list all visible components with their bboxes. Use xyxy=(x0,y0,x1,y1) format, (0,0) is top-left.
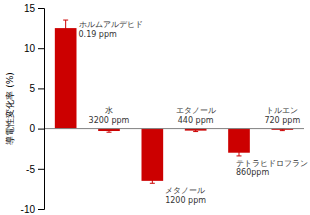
y-tick-mark xyxy=(38,209,44,210)
y-tick-label: 15 xyxy=(24,3,36,14)
y-tick: -10 xyxy=(21,204,44,215)
annotation: エタノール440 ppm xyxy=(176,106,216,125)
y-tick: -5 xyxy=(26,164,44,175)
annotation: 水3200 ppm xyxy=(89,106,130,125)
y-axis-label: 導電性変化率 (%) xyxy=(5,72,15,144)
annotation-line: トルエン xyxy=(266,106,298,115)
y-tick: 15 xyxy=(24,3,44,14)
y-tick-mark xyxy=(38,169,44,170)
y-tick: 0 xyxy=(29,123,44,134)
annotation-line: エタノール xyxy=(176,106,216,115)
zero-line xyxy=(44,128,304,129)
bar xyxy=(142,129,164,181)
annotation-line: 3200 ppm xyxy=(89,116,130,125)
error-bar xyxy=(63,20,68,36)
annotations: ホルムアルデヒド0.19 ppm 水3200 ppm メタノール1200 ppm エタ… xyxy=(79,20,309,205)
annotation: メタノール1200 ppm xyxy=(165,186,206,205)
y-tick-mark xyxy=(38,8,44,9)
annotation-line: 水 xyxy=(105,106,113,115)
annotation-line: メタノール xyxy=(165,186,205,195)
y-tick-label: 0 xyxy=(29,123,35,134)
error-bar xyxy=(280,129,285,131)
annotation-line: テトラヒドロフラン xyxy=(236,159,308,168)
y-tick-mark xyxy=(38,48,44,49)
y-tick: 10 xyxy=(24,43,44,54)
bar xyxy=(55,28,77,129)
y-tick-mark xyxy=(38,88,44,89)
annotation: トルエン720 ppm xyxy=(264,106,300,125)
error-bar xyxy=(150,178,155,183)
error-bar xyxy=(193,130,198,132)
annotation-line: 860ppm xyxy=(236,168,269,177)
y-tick: 5 xyxy=(29,83,44,94)
chart: -10 -5 0 5 10 15 導電性変化率 (%) ホルムアルデヒド0.19 ppm 水32… xyxy=(0,0,310,215)
y-axis: -10 -5 0 5 10 15 xyxy=(21,3,45,215)
annotation: テトラヒドロフラン860ppm xyxy=(236,159,308,178)
annotation: ホルムアルデヒド0.19 ppm xyxy=(79,20,143,39)
y-axis-line xyxy=(38,9,45,210)
error-bar xyxy=(107,130,112,132)
annotation-line: 720 ppm xyxy=(264,116,300,125)
y-tick-mark xyxy=(38,129,44,130)
annotation-line: 0.19 ppm xyxy=(79,30,118,39)
annotation-line: 1200 ppm xyxy=(165,196,206,205)
annotation-line: ホルムアルデヒド xyxy=(79,20,143,29)
y-tick-label: -5 xyxy=(26,164,35,175)
y-tick-label: -10 xyxy=(21,204,36,215)
annotation-line: 440 ppm xyxy=(178,116,214,125)
y-tick-label: 10 xyxy=(24,43,36,54)
y-tick-label: 5 xyxy=(29,83,35,94)
error-bar xyxy=(237,150,242,156)
